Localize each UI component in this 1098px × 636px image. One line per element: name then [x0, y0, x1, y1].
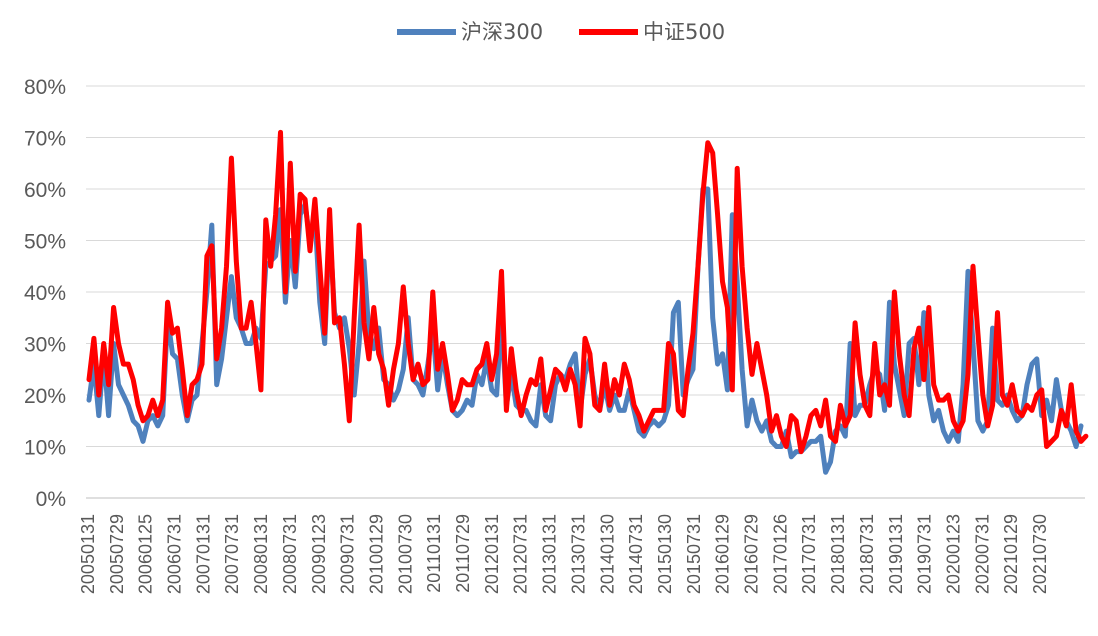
y-tick-label: 40% — [24, 282, 66, 305]
x-tick-label: 20170731 — [799, 514, 819, 594]
x-tick-label: 20080131 — [251, 514, 271, 594]
x-tick-label: 20150130 — [655, 514, 675, 594]
x-tick-label: 20180731 — [857, 514, 877, 594]
y-tick-label: 80% — [24, 76, 66, 99]
y-tick-label: 50% — [24, 231, 66, 254]
x-axis-ticks: 20050131 20050729 20060125 20060731 20070131… — [78, 514, 1050, 594]
x-tick-label: 20200123 — [943, 514, 963, 594]
x-tick-label: 20070131 — [193, 514, 213, 594]
y-tick-label: 70% — [24, 128, 66, 151]
x-tick-label: 20110131 — [424, 514, 444, 593]
legend: 沪深300 中证500 — [397, 20, 725, 44]
x-tick-label: 20100129 — [366, 514, 386, 594]
y-tick-label: 10% — [24, 437, 66, 460]
series-line-zz500 — [86, 129, 1089, 455]
gridlines — [86, 85, 1085, 499]
x-tick-label: 20060125 — [136, 514, 156, 594]
x-tick-label: 20060731 — [165, 514, 185, 594]
series-lines — [86, 129, 1089, 475]
x-tick-label: 20170126 — [770, 514, 790, 594]
x-tick-label: 20160129 — [713, 514, 733, 594]
x-tick-label: 20100730 — [395, 514, 415, 594]
x-tick-label: 20050729 — [107, 514, 127, 594]
x-tick-label: 20190131 — [886, 514, 906, 594]
x-tick-label: 20210730 — [1030, 514, 1050, 594]
x-tick-label: 20090123 — [309, 514, 329, 594]
y-tick-label: 0% — [36, 488, 66, 511]
x-tick-label: 20120731 — [511, 514, 531, 594]
x-tick-label: 20150731 — [684, 514, 704, 594]
x-tick-label: 20130731 — [568, 514, 588, 594]
y-tick-label: 30% — [24, 334, 66, 357]
y-tick-label: 20% — [24, 385, 66, 408]
x-tick-label: 20120131 — [482, 514, 502, 594]
x-tick-label: 20140130 — [597, 514, 617, 594]
x-tick-label: 20180131 — [828, 514, 848, 594]
legend-label-zz500: 中证500 — [643, 20, 725, 44]
y-tick-label: 60% — [24, 179, 66, 202]
x-tick-label: 20130131 — [540, 514, 560, 594]
x-tick-label: 20050131 — [78, 514, 98, 594]
x-tick-label: 20110729 — [453, 514, 473, 593]
y-axis-ticks: 0% 10% 20% 30% 40% 50% 60% 70% 80% — [24, 76, 66, 511]
x-tick-label: 20080731 — [280, 514, 300, 594]
x-tick-label: 20200731 — [972, 514, 992, 594]
x-tick-label: 20070731 — [222, 514, 242, 594]
x-tick-label: 20160729 — [742, 514, 762, 594]
x-tick-label: 20140731 — [626, 514, 646, 594]
legend-label-hs300: 沪深300 — [461, 20, 543, 44]
x-tick-label: 20090731 — [338, 514, 358, 594]
x-tick-label: 20190731 — [915, 514, 935, 594]
x-tick-label: 20210129 — [1001, 514, 1021, 594]
